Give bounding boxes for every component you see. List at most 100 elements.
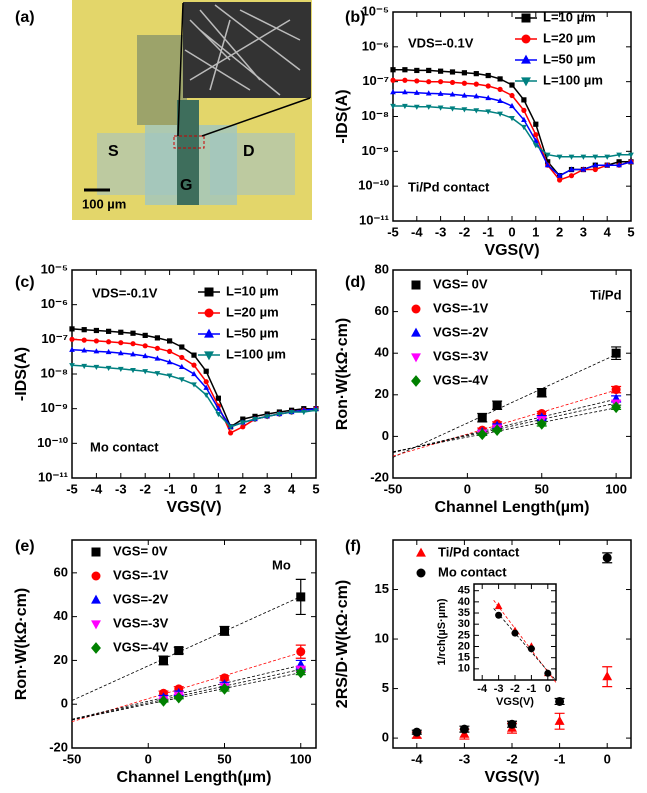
- legend-label: VGS=-3V: [113, 615, 169, 630]
- marker: [556, 172, 563, 178]
- marker: [178, 377, 185, 383]
- marker: [220, 673, 229, 683]
- marker: [494, 602, 503, 610]
- marker: [191, 362, 197, 368]
- y-tick-label: 10⁻⁵: [41, 261, 68, 276]
- x-tick-label: -4: [91, 481, 103, 496]
- marker: [602, 671, 613, 681]
- legend-label: L=20 µm: [226, 304, 279, 319]
- annotation: Ti/Pd: [590, 287, 622, 302]
- x-tick-label: -2: [139, 481, 151, 496]
- y-tick-label: 10⁻⁷: [362, 73, 389, 88]
- x-tick-label: -1: [527, 683, 537, 695]
- y-axis-label: -IDS(A): [13, 347, 30, 401]
- x-tick-label: -50: [63, 751, 82, 766]
- y-tick-label: 20: [54, 652, 68, 667]
- zoom-box: [173, 135, 205, 149]
- x-axis-label: VGS(V): [496, 696, 534, 708]
- x-tick-label: 4: [288, 481, 296, 496]
- y-tick-label: 10⁻⁸: [41, 365, 68, 380]
- y-tick-label: 10⁻⁶: [41, 296, 68, 311]
- y-tick-label: 15: [375, 581, 389, 596]
- y-tick-label: 10⁻⁸: [362, 108, 389, 123]
- x-tick-label: -3: [435, 224, 447, 239]
- fit-line: [493, 608, 557, 681]
- marker: [426, 67, 432, 74]
- marker: [105, 365, 112, 372]
- marker: [93, 327, 99, 334]
- fit-line: [71, 672, 301, 721]
- marker: [91, 594, 101, 604]
- legend-label: VGS=-1V: [433, 300, 489, 315]
- marker: [296, 592, 306, 602]
- marker: [604, 154, 611, 160]
- marker: [544, 162, 551, 168]
- x-tick-label: -5: [387, 224, 399, 239]
- x-axis-label: VGS(V): [484, 242, 539, 259]
- x-tick-label: -1: [482, 224, 494, 239]
- marker: [390, 77, 396, 83]
- legend-label: VGS= 0V: [113, 543, 168, 558]
- fit-line: [392, 402, 617, 453]
- marker: [554, 715, 565, 725]
- marker: [425, 104, 432, 110]
- marker: [93, 364, 100, 371]
- marker: [106, 328, 112, 334]
- marker: [215, 405, 222, 411]
- x-axis-label: VGS(V): [166, 499, 221, 516]
- gate-electrode: [177, 100, 199, 205]
- marker: [473, 108, 480, 114]
- marker: [191, 370, 197, 377]
- marker: [426, 79, 432, 85]
- marker: [300, 409, 307, 416]
- legend-label: L=100 µm: [543, 72, 603, 87]
- fit-line: [392, 407, 617, 453]
- marker: [174, 646, 184, 656]
- marker: [492, 424, 503, 437]
- marker: [485, 109, 492, 115]
- y-tick-label: 45: [458, 585, 470, 597]
- y-tick-label: 0: [61, 696, 68, 711]
- marker: [204, 351, 214, 361]
- panel-a: (a) S D G 100 µm: [15, 0, 312, 220]
- marker: [544, 669, 552, 677]
- legend-label: VGS=-4V: [113, 639, 169, 654]
- zoom-arrow: [201, 97, 311, 137]
- x-tick-label: -3: [459, 751, 471, 766]
- y-tick-label: 30: [458, 618, 470, 630]
- x-tick-label: -1: [554, 751, 566, 766]
- marker: [459, 724, 469, 734]
- marker: [81, 363, 88, 370]
- source-label: S: [108, 143, 119, 160]
- marker: [616, 152, 622, 158]
- marker: [413, 89, 420, 95]
- marker: [416, 568, 426, 578]
- x-tick-label: 0: [604, 751, 611, 766]
- marker: [411, 327, 421, 337]
- marker: [437, 105, 444, 111]
- x-tick-label: 3: [580, 224, 587, 239]
- y-tick-label: 10⁻¹¹: [359, 212, 389, 227]
- marker: [390, 103, 396, 110]
- marker: [568, 154, 575, 160]
- marker: [154, 335, 160, 341]
- marker: [411, 280, 421, 290]
- marker: [580, 154, 587, 160]
- x-axis-label: Channel Length(µm): [117, 769, 272, 786]
- marker: [154, 355, 161, 361]
- y-tick-label: 10⁻¹⁰: [358, 178, 390, 193]
- marker: [142, 352, 149, 359]
- marker: [130, 330, 136, 336]
- fit-line: [392, 398, 617, 453]
- marker: [592, 162, 599, 168]
- marker: [544, 152, 551, 158]
- marker: [117, 366, 124, 373]
- marker: [276, 411, 283, 418]
- marker: [130, 351, 136, 357]
- panel-label: (d): [345, 274, 365, 291]
- fit-line: [392, 354, 617, 458]
- marker: [390, 89, 396, 95]
- marker: [91, 547, 101, 557]
- marker: [533, 132, 539, 138]
- marker: [497, 97, 503, 104]
